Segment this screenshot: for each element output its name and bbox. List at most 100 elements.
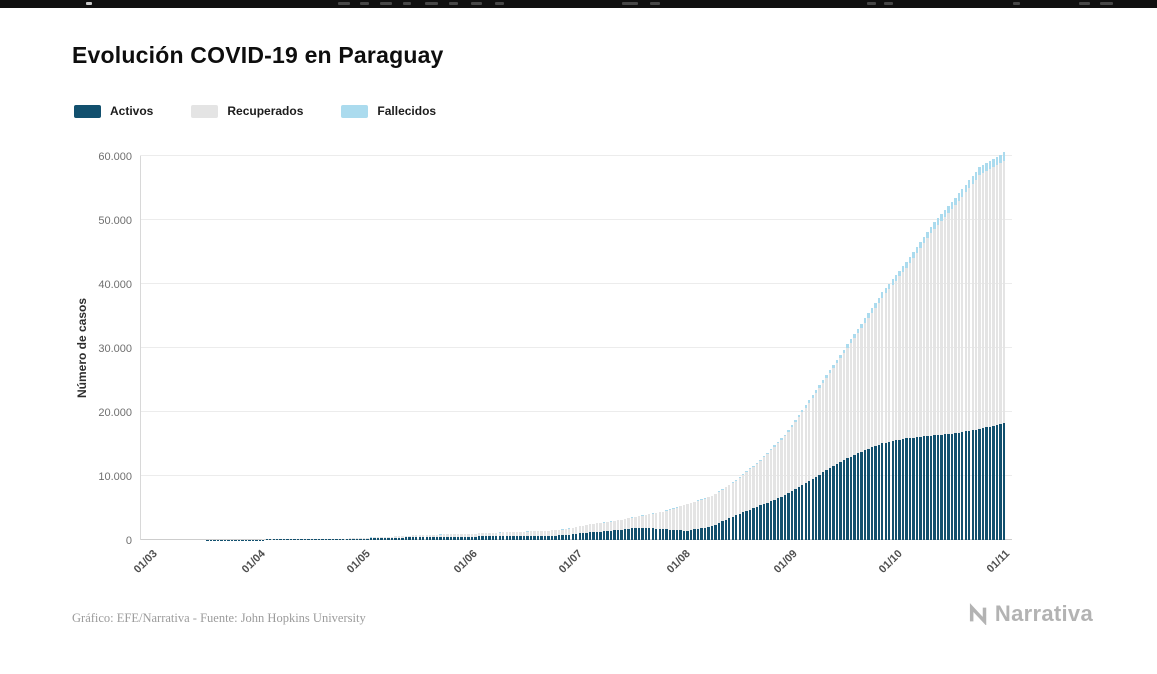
bar-segment-recuperados	[599, 523, 602, 532]
bar-segment-recuperados	[383, 536, 387, 539]
taskbar-mark	[449, 2, 458, 5]
stacked-bar	[362, 537, 366, 540]
taskbar-mark	[884, 2, 893, 5]
bar-segment-fallecidos	[874, 302, 877, 308]
bar-segment-recuperados	[971, 183, 974, 431]
legend-item-fallecidos: Fallecidos	[341, 104, 436, 118]
stacked-bar	[335, 538, 338, 540]
gridline	[140, 219, 1012, 220]
stacked-bar	[609, 521, 613, 540]
bar-segment-recuperados	[860, 327, 863, 452]
bar-segment-fallecidos	[940, 214, 943, 222]
stacked-bar	[940, 214, 943, 540]
bar-segment-fallecidos	[752, 465, 755, 467]
bar-segment-activos	[373, 538, 376, 540]
bar-segment-recuperados	[481, 533, 484, 537]
stacked-bar	[515, 531, 519, 540]
bar-segment-activos	[658, 528, 661, 540]
bar-segment-activos	[540, 536, 543, 540]
stacked-bar	[561, 529, 564, 540]
stacked-bar	[891, 279, 894, 540]
stacked-bar	[425, 534, 428, 540]
bar-segment-activos	[269, 539, 272, 540]
stacked-bar	[877, 297, 880, 540]
stacked-bar	[418, 535, 421, 540]
bar-segment-recuperados	[502, 532, 505, 537]
bar-segment-activos	[839, 462, 842, 540]
taskbar-mark	[471, 2, 482, 5]
bar-segment-recuperados	[519, 531, 522, 536]
bar-segment-recuperados	[568, 528, 571, 535]
bar-segment-activos	[508, 536, 512, 540]
stacked-bar	[616, 520, 620, 540]
stacked-bar	[415, 535, 418, 540]
taskbar-mark	[403, 2, 411, 5]
bar-segment-activos	[328, 539, 331, 540]
bar-segment-activos	[279, 539, 282, 540]
bar-segment-activos	[707, 526, 710, 540]
bar-segment-recuperados	[853, 337, 856, 455]
bar-segment-activos	[359, 538, 362, 540]
bar-segment-recuperados	[818, 388, 821, 475]
stacked-bar	[317, 538, 321, 540]
legend-label-fallecidos: Fallecidos	[377, 104, 437, 118]
gridline	[140, 411, 1012, 412]
legend-swatch-fallecidos	[341, 104, 369, 118]
stacked-bar	[981, 165, 985, 540]
bar-segment-activos	[721, 521, 724, 540]
bar-segment-fallecidos	[724, 486, 727, 488]
stacked-bar	[620, 519, 623, 540]
bar-segment-activos	[369, 538, 373, 540]
bar-segment-recuperados	[634, 516, 637, 528]
bar-segment-recuperados	[641, 515, 644, 528]
bar-segment-recuperados	[453, 534, 456, 537]
bar-segment-activos	[790, 491, 794, 540]
bar-segment-recuperados	[748, 469, 752, 510]
bar-segment-activos	[568, 534, 571, 540]
stacked-bar	[815, 390, 818, 540]
bar-segment-recuperados	[404, 535, 408, 538]
bar-segment-recuperados	[359, 538, 362, 539]
bar-segment-activos	[495, 536, 498, 540]
bar-segment-activos	[422, 536, 425, 540]
bar-segment-recuperados	[801, 412, 804, 486]
bar-segment-recuperados	[470, 533, 474, 537]
stacked-bar	[762, 456, 766, 540]
bar-segment-recuperados	[755, 463, 759, 507]
bar-segment-recuperados	[912, 257, 915, 438]
bar-segment-fallecidos	[891, 279, 894, 285]
bar-segment-recuperados	[821, 383, 825, 473]
stacked-bar	[547, 530, 550, 540]
bar-segment-activos	[655, 528, 658, 540]
bar-segment-fallecidos	[881, 292, 884, 298]
bar-segment-activos	[849, 456, 853, 540]
bar-segment-recuperados	[408, 535, 411, 538]
gridline	[140, 155, 1012, 156]
stacked-bar	[401, 536, 404, 540]
stacked-bar	[460, 534, 463, 540]
stacked-bar	[568, 528, 571, 540]
bar-segment-fallecidos	[717, 491, 721, 492]
bar-segment-recuperados	[741, 475, 745, 513]
bar-segment-fallecidos	[877, 297, 880, 303]
bar-segment-recuperados	[881, 297, 884, 444]
gridline	[140, 475, 1012, 476]
stacked-bar	[484, 533, 488, 540]
bar-segment-fallecidos	[748, 468, 752, 470]
bar-segment-activos	[961, 432, 964, 540]
bar-segment-recuperados	[557, 529, 561, 536]
bar-segment-activos	[456, 536, 460, 540]
stacked-bar	[856, 328, 860, 540]
stacked-bar	[853, 333, 856, 540]
bar-segment-recuperados	[449, 534, 453, 537]
bar-segment-fallecidos	[842, 349, 846, 354]
bar-segment-activos	[390, 537, 394, 540]
bar-segment-activos	[881, 443, 884, 540]
stacked-bar	[950, 201, 954, 540]
stacked-bar	[449, 534, 453, 540]
bar-segment-activos	[741, 512, 745, 540]
bar-segment-activos	[808, 481, 811, 540]
bar-segment-fallecidos	[849, 339, 853, 344]
bar-segment-activos	[999, 423, 1002, 540]
bar-segment-recuperados	[651, 513, 654, 529]
